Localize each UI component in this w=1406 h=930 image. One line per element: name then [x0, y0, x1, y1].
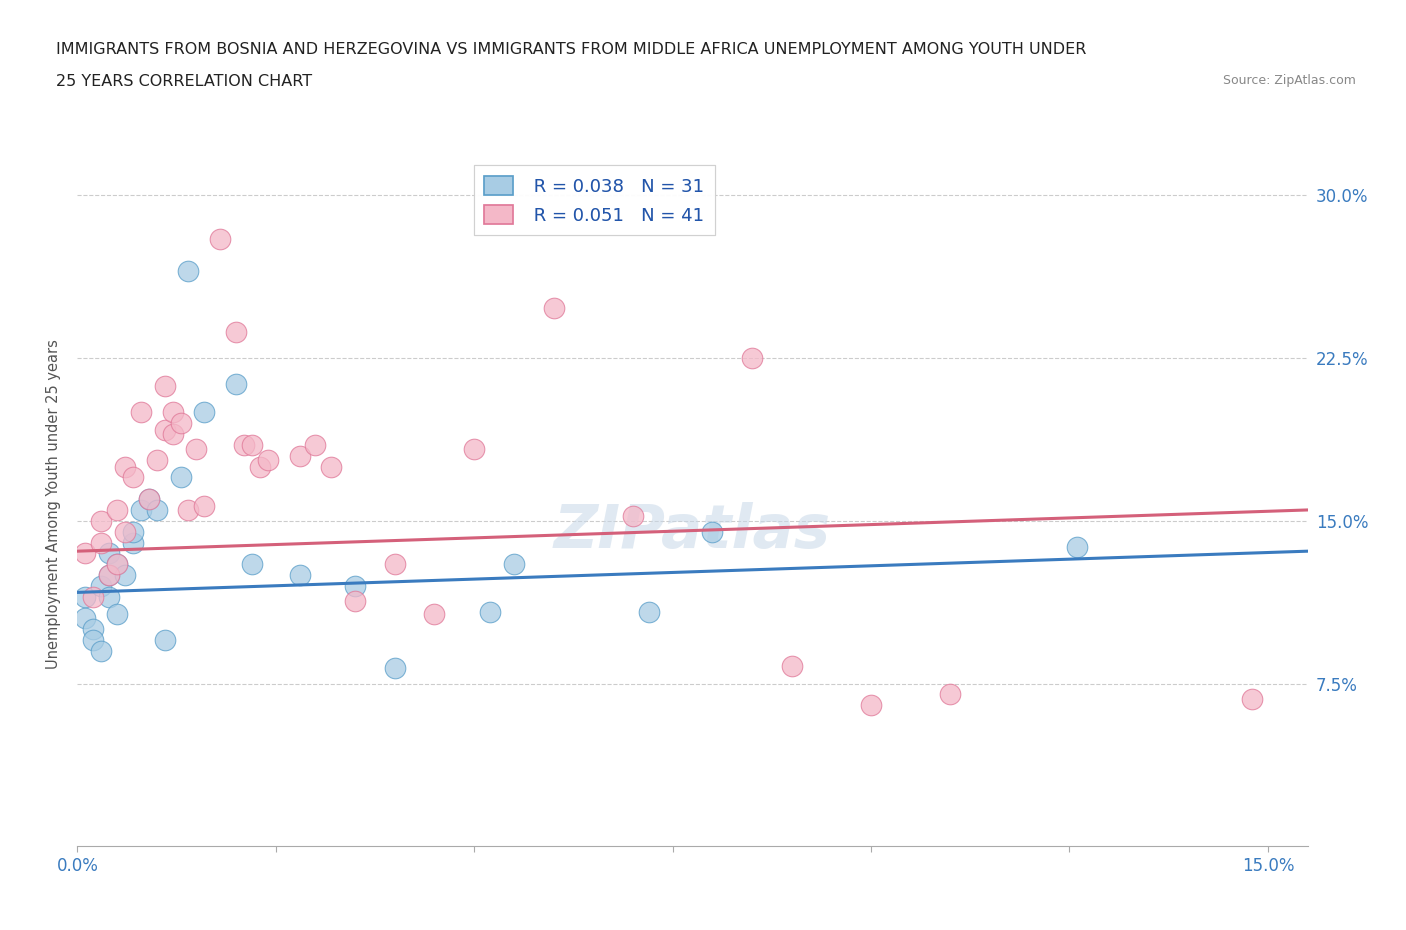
Point [114, 567, 136, 582]
Legend:  R = 0.038   N = 31,  R = 0.051   N = 41: R = 0.038 N = 31, R = 0.051 N = 41 [474, 165, 714, 235]
Point [82, 632, 104, 647]
Point [741, 351, 763, 365]
Point [145, 502, 167, 517]
Point [162, 405, 184, 419]
Point [75, 546, 97, 561]
Point [114, 459, 136, 474]
Point [105, 606, 128, 621]
Point [122, 535, 145, 550]
Point [939, 687, 962, 702]
Point [169, 416, 191, 431]
Point [209, 232, 232, 246]
Point [702, 525, 724, 539]
Point [621, 509, 644, 524]
Point [463, 442, 485, 457]
Point [193, 405, 215, 419]
Point [75, 611, 97, 626]
Point [82, 622, 104, 637]
Point [122, 470, 145, 485]
Point [344, 578, 367, 593]
Point [145, 453, 167, 468]
Point [129, 502, 152, 517]
Point [423, 606, 446, 621]
Point [153, 422, 176, 437]
Point [321, 459, 343, 474]
Point [780, 658, 803, 673]
Point [138, 492, 160, 507]
Point [105, 557, 128, 572]
Point [543, 300, 565, 315]
Point [177, 502, 200, 517]
Point [169, 470, 191, 485]
Point [105, 557, 128, 572]
Point [240, 557, 263, 572]
Point [384, 557, 406, 572]
Point [98, 590, 121, 604]
Point [249, 459, 271, 474]
Point [860, 698, 883, 712]
Text: 25 YEARS CORRELATION CHART: 25 YEARS CORRELATION CHART [56, 74, 312, 89]
Point [129, 405, 152, 419]
Point [162, 427, 184, 442]
Text: Source: ZipAtlas.com: Source: ZipAtlas.com [1223, 74, 1357, 87]
Point [153, 379, 176, 393]
Point [502, 557, 524, 572]
Point [344, 593, 367, 608]
Point [75, 590, 97, 604]
Point [288, 567, 311, 582]
Point [90, 644, 112, 658]
Point [186, 442, 208, 457]
Point [90, 578, 112, 593]
Point [256, 453, 278, 468]
Point [177, 264, 200, 279]
Point [98, 567, 121, 582]
Point [90, 535, 112, 550]
Point [1066, 539, 1088, 554]
Point [90, 513, 112, 528]
Point [1240, 691, 1263, 706]
Point [138, 492, 160, 507]
Point [153, 632, 176, 647]
Point [288, 448, 311, 463]
Point [240, 437, 263, 452]
Point [122, 525, 145, 539]
Point [114, 525, 136, 539]
Point [193, 498, 215, 513]
Point [225, 377, 247, 392]
Point [233, 437, 256, 452]
Text: IMMIGRANTS FROM BOSNIA AND HERZEGOVINA VS IMMIGRANTS FROM MIDDLE AFRICA UNEMPLOY: IMMIGRANTS FROM BOSNIA AND HERZEGOVINA V… [56, 42, 1087, 57]
Point [82, 590, 104, 604]
Point [98, 567, 121, 582]
Text: ZIPatlas: ZIPatlas [554, 502, 831, 562]
Y-axis label: Unemployment Among Youth under 25 years: Unemployment Among Youth under 25 years [46, 339, 62, 670]
Point [105, 502, 128, 517]
Point [637, 604, 659, 619]
Point [479, 604, 502, 619]
Point [304, 437, 326, 452]
Point [384, 661, 406, 676]
Point [98, 546, 121, 561]
Point [225, 325, 247, 339]
